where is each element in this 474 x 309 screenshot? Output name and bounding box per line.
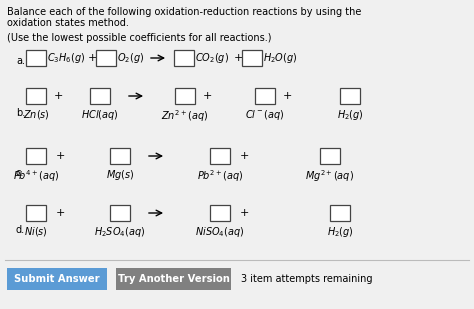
Text: $O_2(g)$: $O_2(g)$ (117, 51, 144, 65)
Text: oxidation states method.: oxidation states method. (7, 18, 129, 28)
Bar (174, 50, 194, 66)
Bar (7, 268, 107, 290)
Text: $Cl^-(aq)$: $Cl^-(aq)$ (245, 108, 285, 122)
Bar (340, 88, 360, 104)
Text: +: + (240, 208, 249, 218)
Text: $CO_2(g)$: $CO_2(g)$ (195, 51, 229, 65)
Text: +: + (283, 91, 292, 101)
Bar (330, 205, 350, 221)
Bar (210, 205, 230, 221)
Text: $H_2O(g)$: $H_2O(g)$ (263, 51, 298, 65)
Text: +: + (203, 91, 212, 101)
Text: +: + (240, 151, 249, 161)
Text: $HCl(aq)$: $HCl(aq)$ (81, 108, 119, 122)
Bar (26, 205, 46, 221)
Text: $Zn^{2+}(aq)$: $Zn^{2+}(aq)$ (161, 108, 209, 124)
Text: Submit Answer: Submit Answer (14, 274, 100, 284)
Bar (26, 88, 46, 104)
Text: $Mg^{2+}(aq)$: $Mg^{2+}(aq)$ (306, 168, 355, 184)
Text: $Zn(s)$: $Zn(s)$ (23, 108, 49, 121)
Bar (110, 205, 130, 221)
Bar (116, 268, 231, 290)
Text: $Pb^{2+}(aq)$: $Pb^{2+}(aq)$ (197, 168, 243, 184)
Text: $NiSO_4(aq)$: $NiSO_4(aq)$ (195, 225, 245, 239)
Text: +: + (88, 53, 97, 63)
Text: $H_2(g)$: $H_2(g)$ (327, 225, 354, 239)
Bar (210, 148, 230, 164)
Text: $H_2(g)$: $H_2(g)$ (337, 108, 364, 122)
Text: +: + (234, 53, 243, 63)
Bar (175, 88, 195, 104)
Bar (90, 88, 110, 104)
Text: $Ni(s)$: $Ni(s)$ (24, 225, 48, 238)
Text: $Mg(s)$: $Mg(s)$ (106, 168, 134, 182)
Text: +: + (56, 208, 65, 218)
Text: Try Another Version: Try Another Version (118, 274, 229, 284)
Text: b.: b. (16, 108, 25, 118)
Bar (96, 50, 116, 66)
Text: a.: a. (16, 56, 25, 66)
Text: 3 item attempts remaining: 3 item attempts remaining (241, 274, 373, 284)
Bar (242, 50, 262, 66)
Bar (255, 88, 275, 104)
Bar (26, 50, 46, 66)
Text: d.: d. (16, 225, 25, 235)
Text: c.: c. (16, 168, 24, 178)
Text: +: + (56, 151, 65, 161)
Text: Balance each of the following oxidation-reduction reactions by using the: Balance each of the following oxidation-… (7, 7, 361, 17)
Bar (320, 148, 340, 164)
Text: +: + (54, 91, 64, 101)
Text: $Pb^{4+}(aq)$: $Pb^{4+}(aq)$ (13, 168, 59, 184)
Bar (26, 148, 46, 164)
Text: $H_2SO_4(aq)$: $H_2SO_4(aq)$ (94, 225, 146, 239)
Bar (110, 148, 130, 164)
Text: (Use the lowest possible coefficients for all reactions.): (Use the lowest possible coefficients fo… (7, 33, 272, 43)
Text: $C_3H_6(g)$: $C_3H_6(g)$ (47, 51, 85, 65)
